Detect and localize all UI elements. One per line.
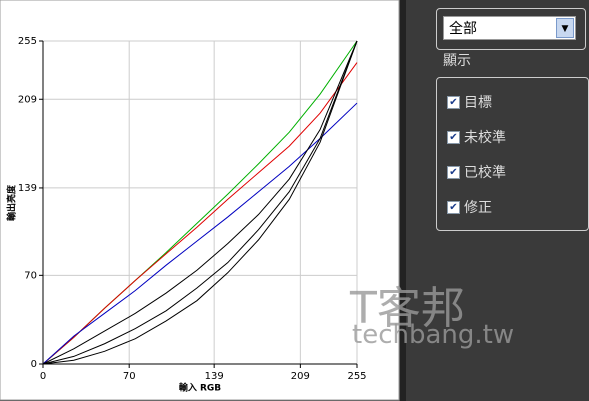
- x-tick-label: 139: [205, 371, 224, 382]
- checkbox-label: 未校準: [464, 130, 506, 146]
- checkbox[interactable]: ✔: [447, 95, 460, 109]
- checkbox[interactable]: ✔: [447, 130, 460, 144]
- dropdown[interactable]: 全部 ▼: [443, 16, 576, 40]
- select-group: [436, 8, 586, 50]
- x-axis-label: 輸入 RGB: [179, 382, 221, 394]
- curve: [42, 40, 358, 365]
- checkbox-option[interactable]: ✔ 已校準: [447, 162, 506, 182]
- y-axis-label: 輸出亮度: [6, 184, 18, 221]
- x-tick-label: 255: [347, 371, 366, 382]
- splitter: [400, 0, 406, 401]
- checkbox-label: 修正: [464, 200, 492, 216]
- curve: [42, 40, 358, 365]
- y-tick-label: 255: [18, 36, 37, 47]
- watermark-site: techbang.tw: [352, 320, 515, 350]
- checkbox-label: 目標: [464, 95, 492, 111]
- checkbox[interactable]: ✔: [447, 200, 460, 214]
- checkbox-label: 已校準: [464, 165, 506, 181]
- x-tick-label: 70: [123, 371, 136, 382]
- dropdown-arrow[interactable]: ▼: [556, 18, 574, 38]
- checkbox-option[interactable]: ✔ 修正: [447, 197, 492, 217]
- curve: [42, 62, 358, 365]
- y-tick-label: 209: [18, 94, 37, 105]
- section-label: 顯示: [443, 53, 471, 69]
- y-tick-label: 70: [24, 270, 37, 281]
- x-tick-label: 209: [291, 371, 310, 382]
- y-tick-label: 139: [18, 183, 37, 194]
- dropdown-value: 全部: [449, 21, 477, 37]
- x-tick-label: 0: [40, 371, 46, 382]
- checkbox-option[interactable]: ✔ 未校準: [447, 127, 506, 147]
- chart-background: [0, 0, 400, 401]
- watermark-brand: T客邦: [350, 283, 465, 334]
- y-tick-label: 0: [31, 359, 37, 370]
- checkbox[interactable]: ✔: [447, 165, 460, 179]
- checkbox-option[interactable]: ✔ 目標: [447, 92, 492, 112]
- curve: [42, 102, 358, 365]
- curve: [42, 40, 358, 365]
- chart: 輸入 RGB 輸出亮度 0 70 139 209 255 0 70 139 209 255: [0, 0, 400, 401]
